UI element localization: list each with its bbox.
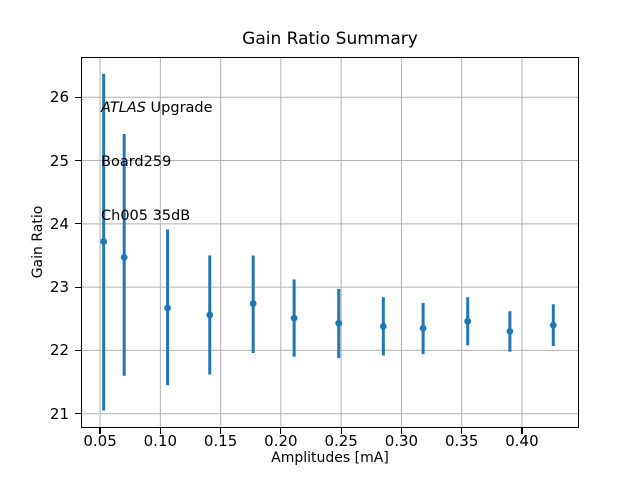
plot-area (81, 57, 579, 428)
x-tick-mark (400, 428, 402, 434)
y-tick-mark (75, 223, 81, 225)
data-point-marker (506, 328, 514, 335)
x-tick-mark (340, 428, 342, 434)
x-tick-mark (280, 428, 282, 434)
x-tick-label: 0.35 (444, 432, 479, 450)
plot-canvas (82, 58, 578, 427)
annotation-line-1-rest: Upgrade (145, 100, 213, 116)
data-point-marker (249, 300, 257, 307)
y-tick-mark (75, 413, 81, 415)
y-tick-label: 21 (49, 404, 69, 423)
annotation-line-3: Ch005 35dB (101, 208, 191, 224)
x-tick-mark (461, 428, 463, 434)
data-point-marker (549, 321, 557, 329)
data-point-marker (335, 319, 343, 327)
annotation-experiment-name: ATLAS (101, 100, 146, 116)
y-tick-mark (75, 286, 81, 288)
data-point-marker (100, 238, 108, 245)
x-tick-label: 0.25 (324, 432, 358, 450)
y-tick-mark (75, 159, 81, 162)
data-point-marker (206, 311, 214, 319)
y-tick-label: 24 (49, 214, 69, 233)
y-tick-mark (75, 96, 81, 98)
x-tick-label: 0.30 (384, 432, 419, 450)
x-tick-mark (99, 428, 101, 434)
x-tick-label: 0.15 (203, 432, 238, 450)
y-tick-label: 25 (49, 151, 69, 170)
x-tick-label: 0.40 (505, 432, 539, 450)
y-tick-label: 22 (49, 341, 69, 360)
x-tick-label: 0.10 (143, 432, 178, 450)
chart-title: Gain Ratio Summary (242, 29, 418, 49)
y-tick-label: 23 (49, 278, 69, 297)
data-point-marker (290, 314, 298, 322)
y-tick-label: 26 (49, 88, 69, 107)
annotation-text: ATLAS Upgrade Board259 Ch005 35dB (101, 63, 213, 261)
annotation-line-2: Board259 (101, 154, 172, 170)
y-axis-label: Gain Ratio (30, 205, 46, 279)
x-tick-label: 0.05 (83, 432, 117, 450)
x-tick-mark (159, 428, 161, 434)
x-axis-label: Amplitudes [mA] (271, 450, 389, 466)
x-tick-mark (220, 428, 222, 434)
data-point-marker (419, 324, 427, 332)
data-point-marker (164, 304, 171, 312)
annotation-line-1: ATLAS Upgrade (101, 99, 213, 117)
data-point-marker (379, 322, 387, 330)
data-point-marker (120, 253, 128, 261)
x-tick-label: 0.20 (264, 432, 298, 450)
y-tick-mark (75, 349, 81, 351)
data-point-marker (464, 317, 472, 325)
x-tick-mark (521, 428, 523, 434)
